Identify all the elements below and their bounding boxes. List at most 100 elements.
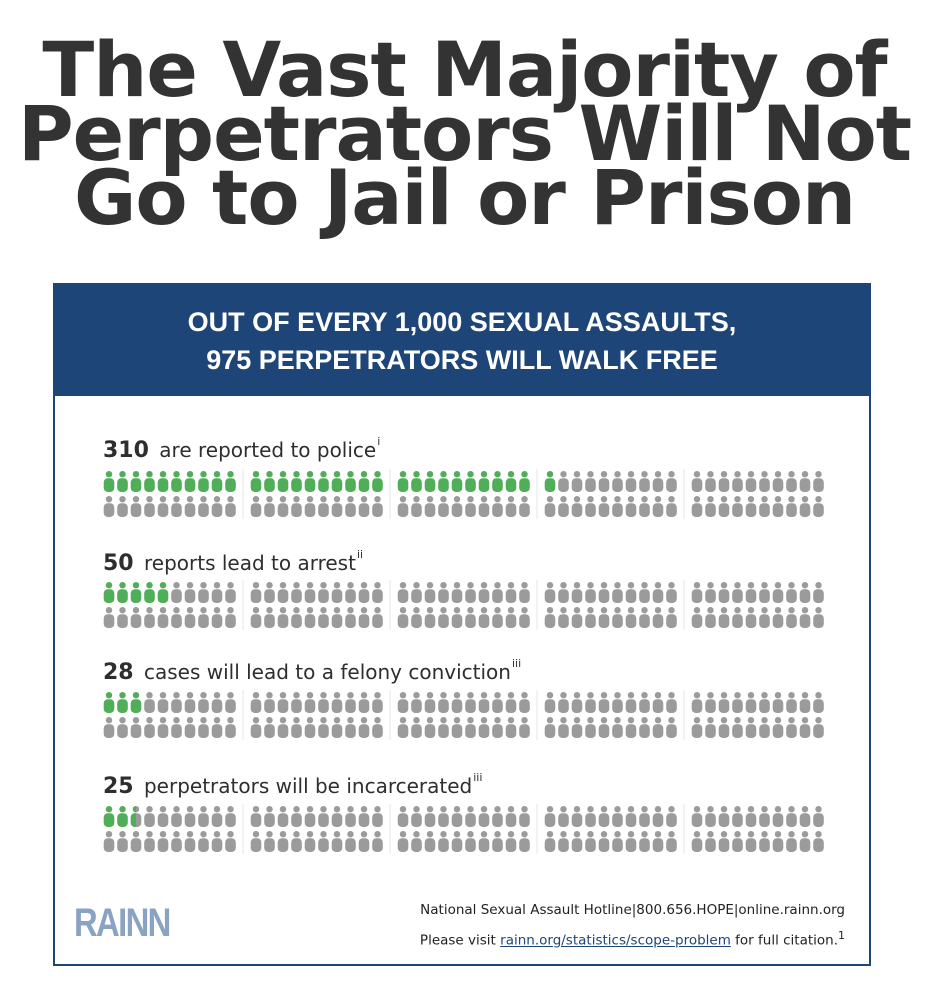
person-icon xyxy=(652,471,664,492)
person-icon xyxy=(451,471,463,492)
person-icon xyxy=(666,496,677,517)
citation-link[interactable]: rainn.org/statistics/scope-problem xyxy=(500,932,731,949)
person-icon xyxy=(478,806,490,827)
citation-text: Please visit rainn.org/statistics/scope-… xyxy=(420,923,845,954)
person-icon xyxy=(411,582,422,603)
person-icon xyxy=(117,717,128,738)
person-icon xyxy=(598,582,610,603)
person-icon xyxy=(652,806,664,827)
person-icon xyxy=(799,582,811,603)
person-icon xyxy=(745,717,757,738)
person-icon xyxy=(705,831,716,852)
person-icon xyxy=(250,806,262,827)
person-icon xyxy=(519,717,530,738)
person-icon xyxy=(544,806,556,827)
person-icon xyxy=(465,692,476,713)
person-icon xyxy=(184,831,196,852)
person-icon xyxy=(598,806,610,827)
person-icon xyxy=(598,831,610,852)
person-icon xyxy=(103,692,115,713)
person-icon xyxy=(345,607,356,628)
person-icon xyxy=(184,692,196,713)
person-icon xyxy=(358,831,370,852)
person-icon xyxy=(705,717,716,738)
person-icon xyxy=(813,471,824,492)
person-icon xyxy=(157,692,169,713)
person-icon xyxy=(558,496,569,517)
person-icon xyxy=(345,717,356,738)
person-icon xyxy=(358,692,370,713)
row-note: i xyxy=(377,435,381,449)
person-icon xyxy=(772,831,784,852)
person-icon xyxy=(691,806,703,827)
person-icon xyxy=(652,692,664,713)
person-icon xyxy=(451,692,463,713)
person-icon xyxy=(438,582,449,603)
person-icon xyxy=(291,471,302,492)
person-icon xyxy=(691,471,703,492)
row-note: iii xyxy=(511,657,522,671)
person-icon xyxy=(331,831,343,852)
person-icon xyxy=(492,806,503,827)
person-icon xyxy=(558,582,569,603)
hotline-text: National Sexual Assault Hotline|800.656.… xyxy=(420,902,845,918)
person-icon xyxy=(732,806,743,827)
person-icon xyxy=(345,831,356,852)
person-icon xyxy=(519,496,530,517)
person-icon xyxy=(718,831,730,852)
person-icon xyxy=(705,806,716,827)
row-text: cases will lead to a felony conviction xyxy=(143,660,511,684)
person-icon xyxy=(465,496,476,517)
person-icon xyxy=(225,496,236,517)
person-icon xyxy=(759,717,770,738)
person-icon xyxy=(691,831,703,852)
person-icon xyxy=(492,717,503,738)
person-icon xyxy=(799,607,811,628)
person-icon xyxy=(304,496,316,517)
person-icon xyxy=(718,496,730,517)
person-icon xyxy=(571,607,583,628)
person-icon xyxy=(264,806,275,827)
person-icon xyxy=(465,831,476,852)
person-icon xyxy=(184,471,196,492)
person-icon xyxy=(117,496,128,517)
person-icon xyxy=(211,831,223,852)
person-icon xyxy=(451,831,463,852)
person-icon xyxy=(705,607,716,628)
person-icon xyxy=(478,582,490,603)
person-icon xyxy=(612,692,623,713)
person-icon xyxy=(331,496,343,517)
person-icon xyxy=(318,607,329,628)
person-icon xyxy=(225,806,236,827)
person-icon xyxy=(397,806,409,827)
person-icon xyxy=(813,717,824,738)
person-icon xyxy=(103,717,115,738)
person-icon xyxy=(759,496,770,517)
person-icon xyxy=(571,692,583,713)
person-icon xyxy=(639,607,650,628)
person-icon xyxy=(397,607,409,628)
person-icon xyxy=(772,582,784,603)
person-icon xyxy=(144,607,155,628)
person-icon xyxy=(519,806,530,827)
person-icon xyxy=(211,496,223,517)
person-icon xyxy=(813,806,824,827)
person-icon xyxy=(157,831,169,852)
person-icon xyxy=(225,582,236,603)
person-icon xyxy=(318,471,329,492)
person-icon xyxy=(705,496,716,517)
figure-grid-conviction xyxy=(103,690,824,740)
person-icon xyxy=(666,582,677,603)
person-icon xyxy=(198,692,209,713)
person-icon xyxy=(438,717,449,738)
person-icon xyxy=(478,692,490,713)
person-icon xyxy=(625,831,637,852)
person-icon xyxy=(211,806,223,827)
figure-grid-incarcerated xyxy=(103,804,824,854)
person-icon xyxy=(745,496,757,517)
person-icon xyxy=(318,806,329,827)
person-icon xyxy=(492,607,503,628)
person-icon xyxy=(358,806,370,827)
person-icon xyxy=(732,582,743,603)
person-icon xyxy=(772,806,784,827)
